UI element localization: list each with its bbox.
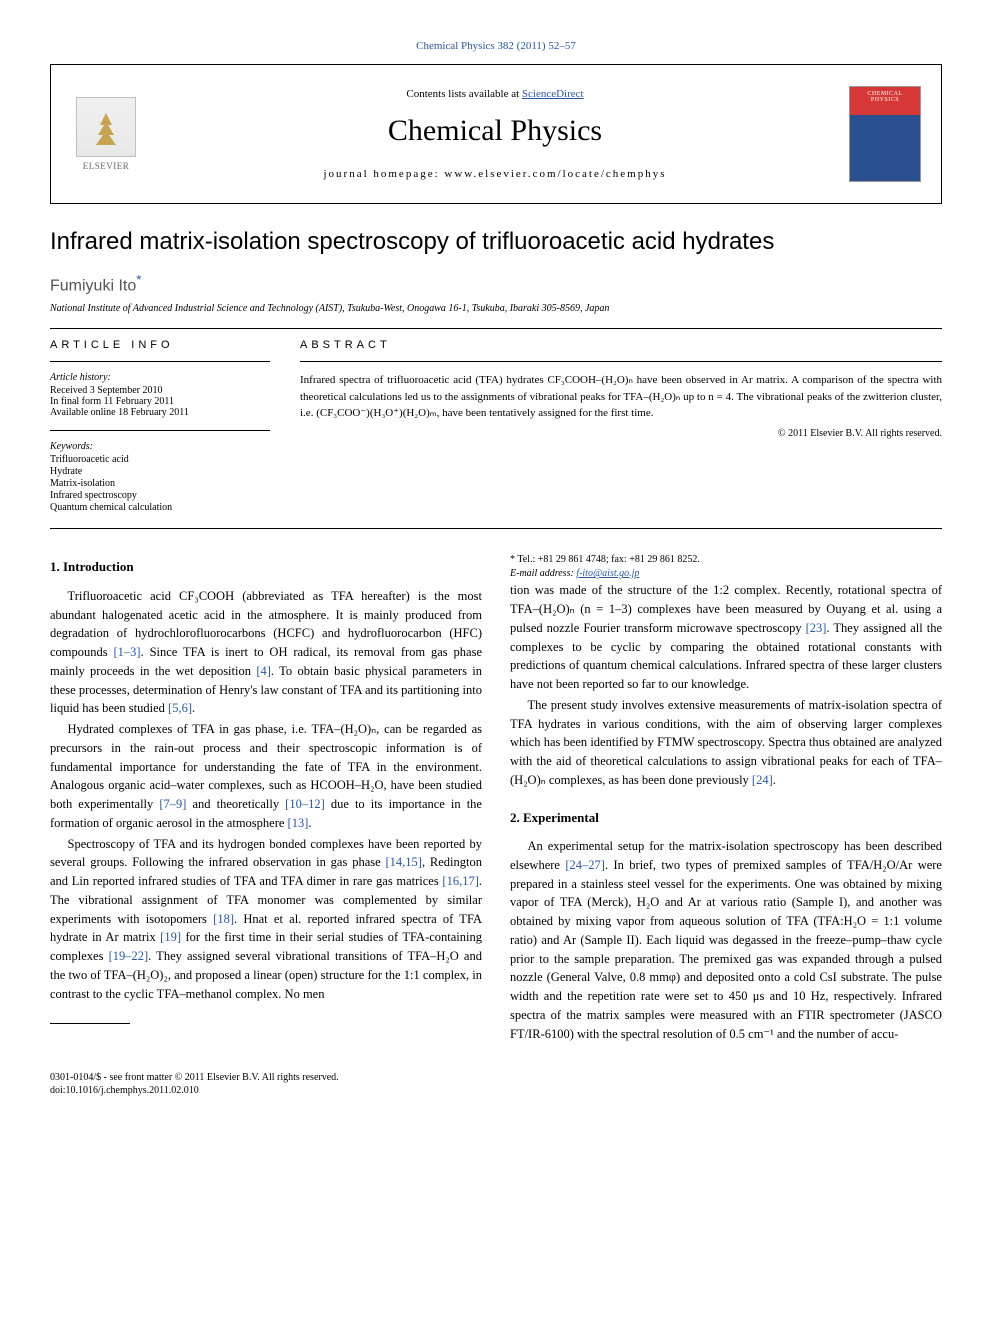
keyword: Hydrate (50, 466, 270, 477)
corresponding-footnote: * Tel.: +81 29 861 4748; fax: +81 29 861… (510, 553, 942, 581)
body-columns: 1. Introduction Trifluoroacetic acid CF₃… (50, 553, 942, 1043)
publisher-name: ELSEVIER (83, 161, 130, 171)
homepage-prefix: journal homepage: (323, 168, 444, 180)
paragraph: An experimental setup for the matrix-iso… (510, 837, 942, 1043)
journal-citation: Chemical Physics 382 (2011) 52–57 (50, 40, 942, 52)
journal-header: ELSEVIER Contents lists available at Sci… (50, 64, 942, 204)
paragraph: The present study involves extensive mea… (510, 696, 942, 790)
online-date: Available online 18 February 2011 (50, 407, 270, 418)
divider (300, 361, 942, 362)
journal-homepage: journal homepage: www.elsevier.com/locat… (141, 168, 849, 180)
sciencedirect-link[interactable]: ScienceDirect (522, 88, 584, 100)
article-title: Infrared matrix-isolation spectroscopy o… (50, 228, 942, 256)
keyword: Matrix-isolation (50, 478, 270, 489)
divider (50, 528, 942, 529)
divider (50, 430, 270, 431)
article-info-heading: ARTICLE INFO (50, 339, 270, 351)
corresponding-marker: * (136, 272, 141, 287)
section-heading-experimental: 2. Experimental (510, 808, 942, 828)
email-label: E-mail address: (510, 568, 576, 579)
author-line: Fumiyuki Ito* (50, 272, 942, 295)
abstract-copyright: © 2011 Elsevier B.V. All rights reserved… (300, 428, 942, 439)
contents-line: Contents lists available at ScienceDirec… (141, 88, 849, 100)
paragraph: tion was made of the structure of the 1:… (510, 581, 942, 694)
abstract-text: Infrared spectra of trifluoroacetic acid… (300, 372, 942, 422)
front-matter-line: 0301-0104/$ - see front matter © 2011 El… (50, 1071, 339, 1084)
abstract-column: ABSTRACT Infrared spectra of trifluoroac… (300, 339, 942, 514)
article-history-label: Article history: (50, 372, 270, 383)
paragraph: Spectroscopy of TFA and its hydrogen bon… (50, 835, 482, 1004)
received-date: Received 3 September 2010 (50, 385, 270, 396)
keyword: Infrared spectroscopy (50, 490, 270, 501)
divider (50, 328, 942, 329)
paragraph: Trifluoroacetic acid CF₃COOH (abbreviate… (50, 587, 482, 718)
affiliation: National Institute of Advanced Industria… (50, 303, 942, 314)
footnote-separator (50, 1023, 130, 1024)
elsevier-tree-icon (76, 97, 136, 157)
final-form-date: In final form 11 February 2011 (50, 396, 270, 407)
section-heading-introduction: 1. Introduction (50, 557, 482, 577)
journal-name: Chemical Physics (141, 114, 849, 148)
author-name: Fumiyuki Ito (50, 277, 136, 294)
corresponding-contact: * Tel.: +81 29 861 4748; fax: +81 29 861… (510, 553, 942, 567)
page-footer: 0301-0104/$ - see front matter © 2011 El… (50, 1071, 942, 1097)
homepage-url: www.elsevier.com/locate/chemphys (444, 168, 666, 180)
contents-prefix: Contents lists available at (406, 88, 521, 100)
keyword: Quantum chemical calculation (50, 502, 270, 513)
publisher-logo: ELSEVIER (71, 94, 141, 174)
keyword: Trifluoroacetic acid (50, 454, 270, 465)
divider (50, 361, 270, 362)
author-email-link[interactable]: f-ito@aist.go.jp (576, 568, 639, 579)
article-info-column: ARTICLE INFO Article history: Received 3… (50, 339, 270, 514)
journal-cover-thumbnail (849, 86, 921, 182)
abstract-heading: ABSTRACT (300, 339, 942, 351)
doi-line: doi:10.1016/j.chemphys.2011.02.010 (50, 1084, 339, 1097)
paragraph: Hydrated complexes of TFA in gas phase, … (50, 720, 482, 833)
keywords-label: Keywords: (50, 441, 270, 452)
